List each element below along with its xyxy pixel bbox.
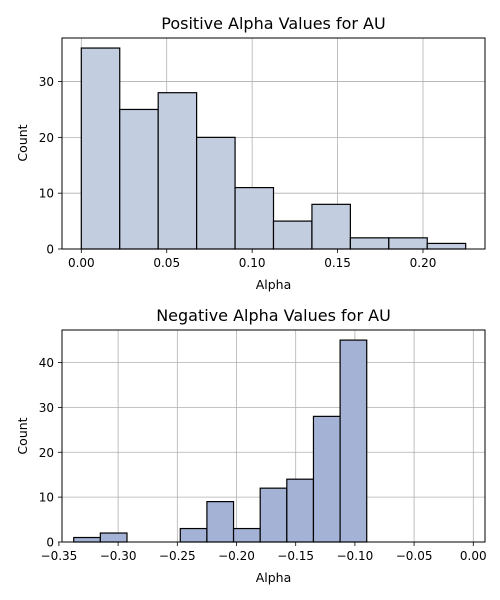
- x-tick-label: 0.10: [239, 256, 266, 270]
- histogram-bar: [311, 203, 351, 250]
- y-tick-label: 30: [39, 75, 54, 89]
- histogram-bar: [339, 339, 368, 543]
- x-ticks: −0.35 −0.30 −0.25 −0.20 −0.15 −0.10 −0.05 0.00: [41, 542, 487, 563]
- x-tick-label: −0.25: [159, 549, 196, 563]
- x-tick-label: −0.30: [100, 549, 137, 563]
- y-tick-label: 10: [39, 491, 54, 505]
- histogram-bar: [388, 237, 428, 250]
- histogram-bar: [73, 536, 101, 543]
- y-ticks: 0 10 20 30: [39, 75, 62, 257]
- histogram-bar: [286, 478, 315, 543]
- axes-frame: [61, 37, 486, 250]
- histogram-bar: [99, 532, 128, 543]
- histogram-bar: [349, 237, 390, 250]
- histogram-bar: [206, 501, 235, 543]
- y-tick-label: 0: [46, 536, 54, 550]
- axes-frame: [61, 329, 486, 543]
- x-tick-label: 0.05: [153, 256, 180, 270]
- histogram-bars: [80, 47, 467, 250]
- histogram-bar: [259, 487, 288, 543]
- histogram-bar: [234, 186, 275, 250]
- chart-title: Positive Alpha Values for AU: [161, 14, 385, 33]
- x-tick-label: −0.15: [277, 549, 314, 563]
- x-tick-label: 0.00: [68, 256, 95, 270]
- x-axis-label: Alpha: [256, 277, 292, 292]
- y-axis-label: Count: [15, 417, 30, 454]
- y-ticks: 0 10 20 30 40: [39, 356, 62, 550]
- x-ticks: 0.00 0.05 0.10 0.15 0.20: [68, 249, 436, 270]
- y-axis-label: Count: [15, 124, 30, 161]
- x-tick-label: −0.20: [218, 549, 255, 563]
- histogram-bars: [73, 339, 368, 543]
- x-axis-label: Alpha: [256, 570, 292, 585]
- x-tick-label: 0.00: [460, 549, 487, 563]
- histogram-bar: [179, 527, 208, 543]
- histogram-bar: [426, 242, 467, 250]
- histogram-bar: [232, 527, 261, 543]
- y-tick-label: 30: [39, 401, 54, 415]
- histogram-bar: [196, 136, 236, 250]
- y-tick-label: 10: [39, 187, 54, 201]
- x-tick-label: −0.05: [396, 549, 433, 563]
- x-tick-label: −0.35: [41, 549, 78, 563]
- y-tick-label: 40: [39, 356, 54, 370]
- grid-lines: [62, 330, 485, 543]
- histogram-bar: [119, 108, 159, 250]
- histogram-bar: [272, 220, 313, 250]
- y-tick-label: 20: [39, 131, 54, 145]
- histogram-bar: [312, 415, 341, 543]
- histogram-bar: [80, 47, 121, 250]
- x-tick-label: 0.20: [410, 256, 437, 270]
- x-tick-label: 0.15: [324, 256, 351, 270]
- chart-title: Negative Alpha Values for AU: [156, 306, 391, 325]
- histogram-bar: [157, 92, 198, 250]
- x-tick-label: −0.10: [337, 549, 374, 563]
- y-tick-label: 20: [39, 446, 54, 460]
- y-tick-label: 0: [46, 243, 54, 257]
- positive-alpha-histogram: Positive Alpha Values for AU Alpha Count…: [15, 14, 486, 292]
- negative-alpha-histogram: Negative Alpha Values for AU Alpha Count…: [15, 306, 487, 585]
